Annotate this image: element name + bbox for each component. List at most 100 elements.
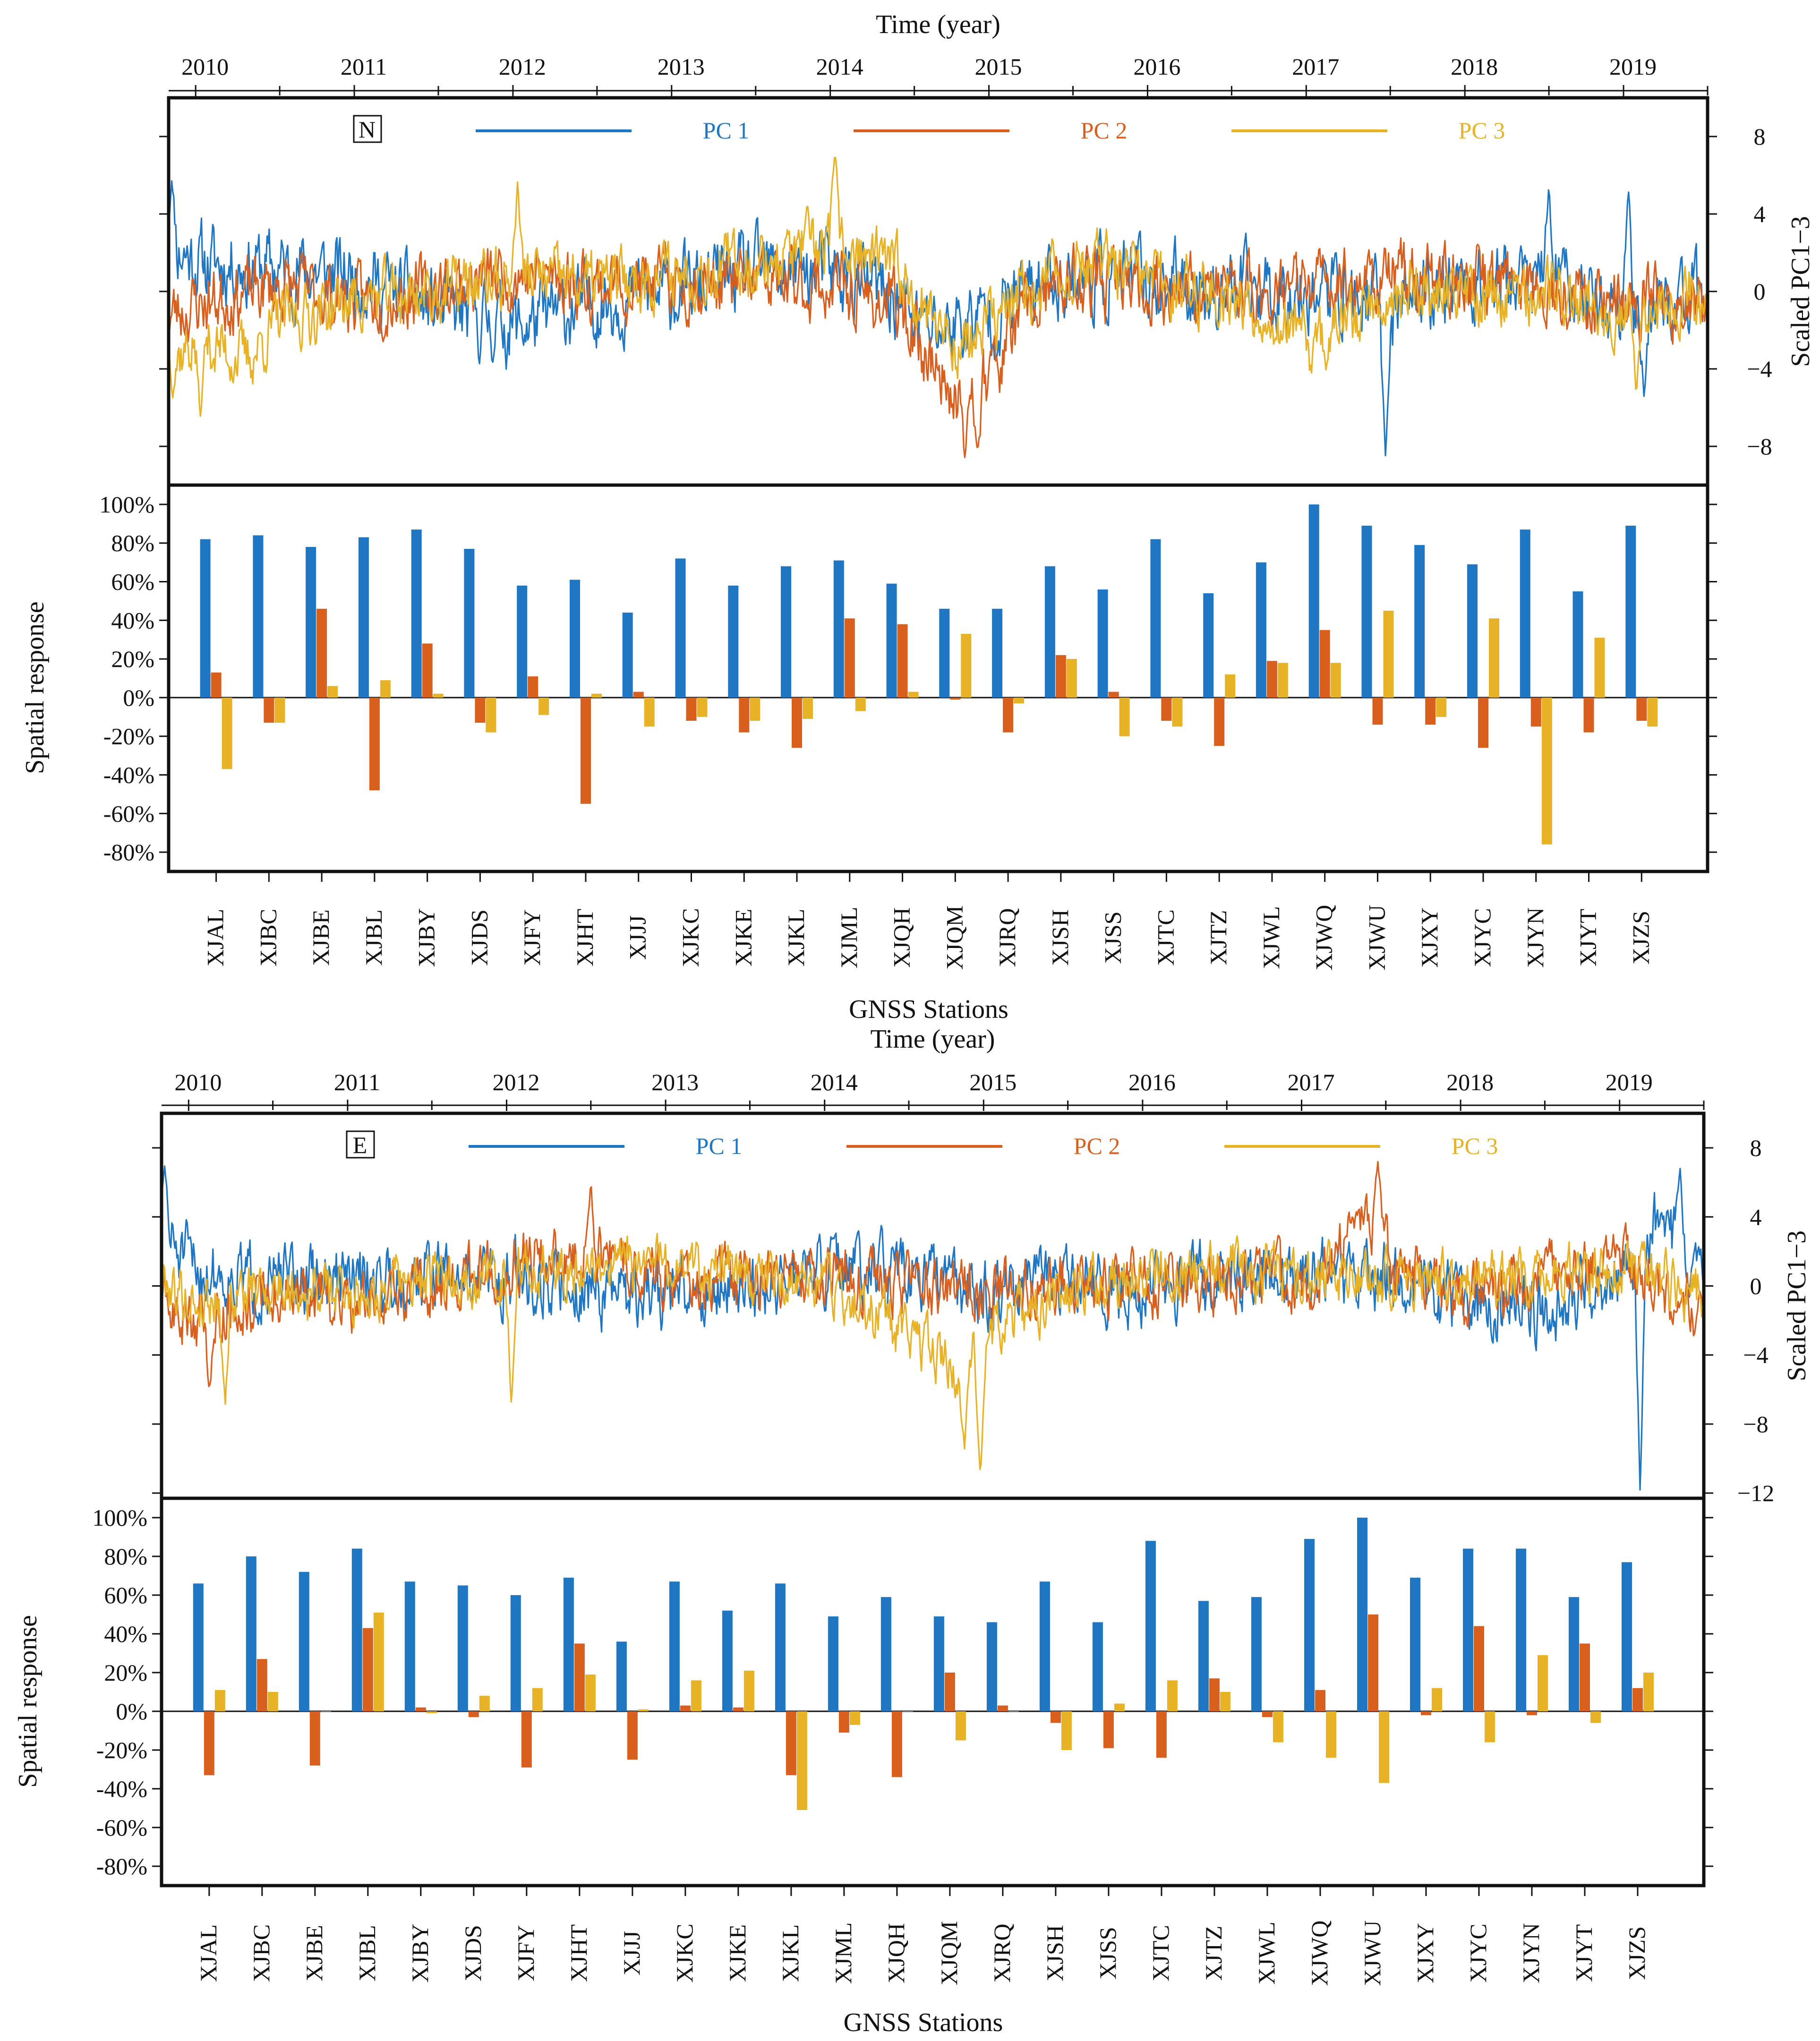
bar-pc1-xjwu	[1357, 1518, 1367, 1711]
station-label-xjjj: XJJJ	[624, 915, 651, 960]
legend-label-pc2: PC 2	[1081, 117, 1128, 144]
station-label-xjbe: XJBE	[308, 909, 334, 965]
bar-pc3-xjml	[849, 1711, 860, 1725]
bar-pc2-xjwl	[1262, 1711, 1273, 1717]
bar-pc2-xjxy	[1425, 697, 1436, 725]
station-label-xjqh: XJQH	[883, 1923, 909, 1983]
bar-pc1-xjkl	[775, 1583, 786, 1711]
bar-pc2-xjal	[204, 1711, 214, 1776]
station-label-xjht: XJHT	[565, 1924, 592, 1982]
station-label-xjbc: XJBC	[248, 1924, 274, 1982]
legend-label-pc3: PC 3	[1459, 117, 1505, 144]
bar-pc1-xjds	[464, 549, 475, 698]
bar-pc2-xjwu	[1368, 1614, 1378, 1711]
y-axis-label: Spatial response	[13, 1615, 43, 1787]
station-label-xjzs: XJZS	[1623, 1926, 1650, 1980]
bar-pc1-xjal	[193, 1583, 204, 1711]
bar-pc3-xjbc	[274, 697, 285, 723]
bar-pc2-xjbe	[316, 608, 327, 698]
station-label-xjyc: XJYC	[1469, 908, 1495, 967]
station-label-xjtc: XJTC	[1147, 1925, 1174, 1981]
bar-pc1-xjjj	[616, 1641, 627, 1711]
year-tick-label: 2016	[1128, 1069, 1176, 1095]
bar-pc3-xjwu	[1379, 1711, 1389, 1783]
bar-pc1-xjyn	[1520, 529, 1530, 698]
y-tick-label: 8	[1750, 1135, 1762, 1161]
series-line-pc3	[169, 157, 1708, 417]
series-line-pc2	[169, 237, 1708, 458]
bar-pc1-xjby	[404, 1581, 415, 1711]
bar-pc1-xjal	[200, 539, 211, 698]
bar-pc3-xjxy	[1432, 1688, 1442, 1711]
y-tick-label: -40%	[103, 762, 154, 788]
station-label-xjtc: XJTC	[1152, 909, 1179, 965]
bar-pc2-xjal	[211, 672, 222, 698]
bar-pc2-xjml	[838, 1711, 849, 1733]
bar-pc2-xjzs	[1632, 1688, 1643, 1711]
bar-pc2-xjsh	[1050, 1711, 1061, 1723]
year-tick-label: 2012	[493, 1069, 540, 1095]
bar-pc3-xjrq	[1014, 697, 1025, 704]
station-label-xjke: XJKE	[724, 1924, 751, 1982]
station-label-xjyn: XJYN	[1518, 1923, 1544, 1983]
bar-pc2-xjbc	[256, 1659, 267, 1711]
bar-pc3-xjss	[1119, 697, 1130, 736]
bar-pc3-xjml	[855, 697, 866, 711]
bar-pc3-xjqm	[955, 1711, 966, 1741]
bar-pc1-xjby	[411, 529, 422, 698]
bar-pc1-xjht	[570, 580, 580, 698]
bar-pc2-xjtz	[1209, 1678, 1220, 1711]
bar-pc3-xjwq	[1326, 1711, 1336, 1758]
y-tick-label: 0	[1750, 1272, 1762, 1299]
panel-tag-box	[346, 1130, 375, 1159]
station-label-xjtz: XJTZ	[1205, 910, 1231, 965]
y-tick-label: 40%	[111, 607, 154, 633]
y-tick-label: -60%	[96, 1814, 147, 1841]
station-label-xjal: XJAL	[202, 909, 229, 966]
station-label-xjjj: XJJJ	[618, 1931, 645, 1975]
bar-pc2-xjbl	[362, 1628, 373, 1711]
bar-pc3-xjqh	[902, 1711, 913, 1712]
panel-tag-box	[353, 115, 382, 143]
station-label-xjbc: XJBC	[255, 909, 281, 966]
bar-pc2-xjtc	[1161, 697, 1172, 721]
bar-pc2-xjds	[468, 1711, 479, 1717]
bar-pc2-xjwq	[1315, 1690, 1325, 1711]
station-label-xjss: XJSS	[1100, 911, 1126, 964]
y-tick-label: −8	[1747, 433, 1772, 460]
bar-pc3-xjkc	[691, 1680, 701, 1711]
station-label-xjyn: XJYN	[1522, 907, 1548, 968]
bar-pc1-xjqh	[880, 1597, 891, 1711]
station-label-xjby: XJBY	[413, 908, 440, 967]
year-tick-label: 2010	[174, 1069, 222, 1095]
y-tick-label: 80%	[111, 530, 154, 556]
time-axis-title: Time (year)	[871, 1025, 995, 1054]
bar-pc1-xjyt	[1572, 591, 1583, 698]
bar-pc1-xjbe	[306, 547, 316, 698]
y-tick-label: −8	[1743, 1411, 1768, 1437]
bar-pc3-xjal	[214, 1690, 225, 1711]
panel-tag: N	[359, 116, 376, 143]
bar-pc2-xjkl	[792, 697, 802, 748]
bar-pc3-xjht	[585, 1674, 596, 1711]
bar-pc3-xjke	[750, 697, 760, 721]
station-label-xjwq: XJWQ	[1306, 1921, 1333, 1986]
legend-label-pc1: PC 1	[696, 1133, 743, 1159]
bar-pc2-xjqm	[944, 1673, 955, 1711]
bar-pc2-xjml	[844, 618, 855, 698]
bar-pc2-xjqh	[891, 1711, 902, 1777]
bar-pc3-xjby	[426, 1711, 437, 1714]
bar-pc1-xjbl	[358, 537, 369, 698]
bar-pc3-xjyc	[1485, 1711, 1495, 1742]
bar-pc3-xjtz	[1225, 674, 1236, 698]
bar-pc1-xjqm	[933, 1616, 944, 1711]
bar-pc3-xjtc	[1167, 1680, 1178, 1711]
bar-pc1-xjtc	[1145, 1541, 1156, 1711]
bar-pc2-xjtc	[1156, 1711, 1167, 1758]
y-tick-label: 100%	[99, 491, 154, 518]
bar-pc3-xjbe	[320, 1711, 331, 1712]
bar-pc2-xjyn	[1527, 1711, 1537, 1716]
y-tick-label: 100%	[92, 1504, 147, 1531]
y-tick-label: 80%	[104, 1543, 147, 1570]
series-line-pc1	[162, 1165, 1704, 1491]
